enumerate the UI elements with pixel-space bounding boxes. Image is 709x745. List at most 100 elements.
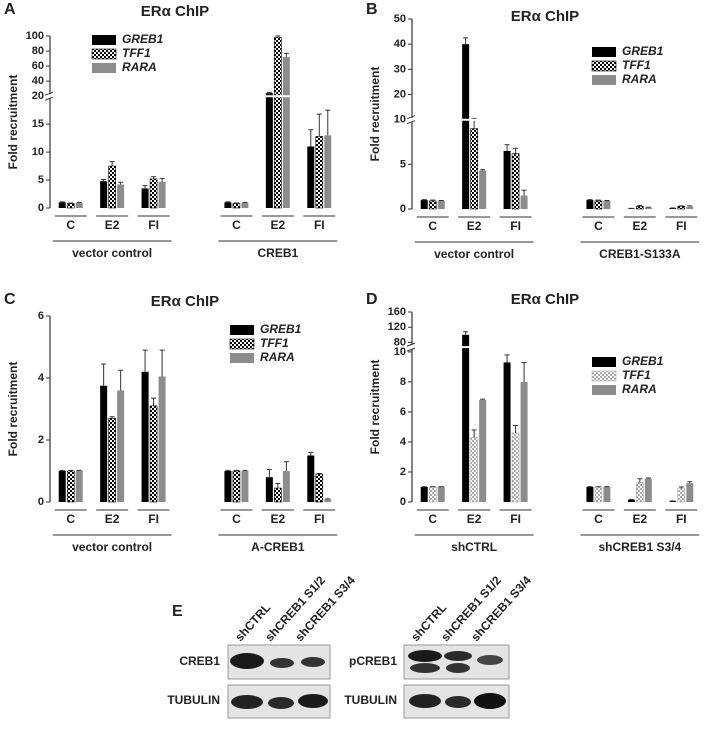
error-bar bbox=[68, 469, 74, 471]
row-label: pCREB1 bbox=[349, 654, 397, 668]
error-bar bbox=[325, 498, 331, 500]
y-tick-label: 40 bbox=[32, 75, 44, 87]
error-bar bbox=[242, 201, 248, 203]
error-bar bbox=[463, 331, 469, 335]
bar bbox=[149, 405, 158, 503]
y-tick-label: 8 bbox=[400, 376, 406, 388]
bar bbox=[232, 203, 241, 209]
x-tick-label: E2 bbox=[633, 512, 648, 526]
y-tick-label: 6 bbox=[38, 310, 44, 322]
x-tick-label: FI bbox=[314, 512, 325, 526]
bar bbox=[462, 44, 470, 209]
bar bbox=[686, 483, 694, 502]
error-bar bbox=[480, 398, 486, 400]
group-label: CREB1-S133A bbox=[599, 247, 681, 261]
bar bbox=[636, 206, 644, 210]
bar bbox=[470, 437, 478, 503]
y-tick-label: 60 bbox=[32, 60, 44, 72]
x-tick-label: E2 bbox=[467, 512, 482, 526]
bar bbox=[158, 376, 166, 502]
y-tick-label: 100 bbox=[26, 30, 44, 42]
error-bar bbox=[59, 469, 65, 471]
error-bar bbox=[68, 202, 74, 204]
y-tick-label: 5 bbox=[400, 158, 406, 170]
y-tick-label: 6 bbox=[400, 406, 406, 418]
bar bbox=[141, 371, 149, 502]
bar bbox=[686, 206, 694, 209]
y-tick-label: 2 bbox=[400, 466, 406, 478]
bar bbox=[677, 488, 686, 503]
error-bar bbox=[316, 113, 322, 137]
error-bar bbox=[513, 424, 519, 433]
bar bbox=[520, 381, 528, 502]
bar bbox=[108, 417, 116, 503]
legend-swatch bbox=[230, 353, 254, 363]
legend-label: TFF1 bbox=[622, 58, 651, 72]
x-tick-label: FI bbox=[314, 218, 325, 232]
error-bar bbox=[266, 91, 272, 94]
legend-swatch bbox=[92, 63, 116, 73]
error-bar bbox=[687, 481, 693, 484]
legend-swatch bbox=[592, 385, 616, 395]
panel-letter: C bbox=[4, 291, 16, 308]
legend-label: RARA bbox=[260, 350, 295, 364]
break-mark bbox=[406, 120, 416, 125]
bar bbox=[149, 178, 158, 209]
group-label: shCTRL bbox=[451, 540, 497, 554]
row-label: CREB1 bbox=[179, 654, 220, 668]
bar bbox=[58, 202, 66, 208]
y-tick-label: 120 bbox=[388, 321, 406, 333]
group-label: vector control bbox=[72, 540, 152, 554]
bar bbox=[324, 499, 332, 502]
error-bar bbox=[59, 201, 65, 203]
bar bbox=[603, 200, 611, 209]
bar bbox=[428, 200, 437, 210]
bar bbox=[141, 188, 149, 208]
chart-title: ERα ChIP bbox=[141, 3, 209, 20]
band bbox=[444, 651, 472, 661]
panel-letter: D bbox=[366, 291, 378, 308]
bar bbox=[241, 471, 249, 502]
bar bbox=[75, 471, 83, 502]
error-bar bbox=[275, 482, 281, 489]
x-tick-label: C bbox=[428, 512, 437, 526]
error-bar bbox=[225, 201, 231, 203]
chart-title: ERα ChIP bbox=[511, 8, 579, 25]
bar bbox=[224, 202, 232, 208]
error-bar bbox=[233, 469, 239, 471]
bar bbox=[511, 432, 520, 503]
bar bbox=[274, 37, 282, 209]
group-label: A-CREB1 bbox=[251, 540, 305, 554]
bar bbox=[437, 486, 445, 502]
group-label: vector control bbox=[72, 246, 152, 260]
legend-swatch bbox=[592, 75, 616, 85]
y-axis-label: Fold recruitment bbox=[6, 75, 20, 170]
bar bbox=[586, 486, 594, 502]
error-bar bbox=[118, 181, 124, 185]
bar bbox=[420, 200, 428, 209]
y-tick-label: 40 bbox=[394, 38, 406, 50]
band bbox=[474, 693, 506, 709]
bar bbox=[479, 399, 487, 502]
x-tick-label: C bbox=[594, 219, 603, 233]
y-axis-label: Fold recruitment bbox=[368, 360, 382, 455]
error-bar bbox=[266, 468, 272, 478]
x-tick-label: E2 bbox=[271, 512, 286, 526]
band bbox=[301, 657, 325, 667]
legend-swatch bbox=[92, 35, 116, 45]
break-mark bbox=[44, 96, 54, 101]
band bbox=[298, 694, 328, 708]
band bbox=[270, 658, 294, 668]
legend-swatch bbox=[591, 60, 617, 72]
y-tick-label: 80 bbox=[394, 336, 406, 348]
bar bbox=[265, 477, 273, 502]
axis-break bbox=[46, 94, 54, 99]
bar bbox=[274, 487, 282, 503]
error-bar bbox=[637, 478, 643, 483]
y-tick-label: 10 bbox=[32, 146, 44, 158]
x-tick-label: FI bbox=[676, 219, 687, 233]
bar bbox=[586, 200, 594, 209]
x-tick-label: FI bbox=[510, 512, 521, 526]
x-tick-label: FI bbox=[510, 219, 521, 233]
